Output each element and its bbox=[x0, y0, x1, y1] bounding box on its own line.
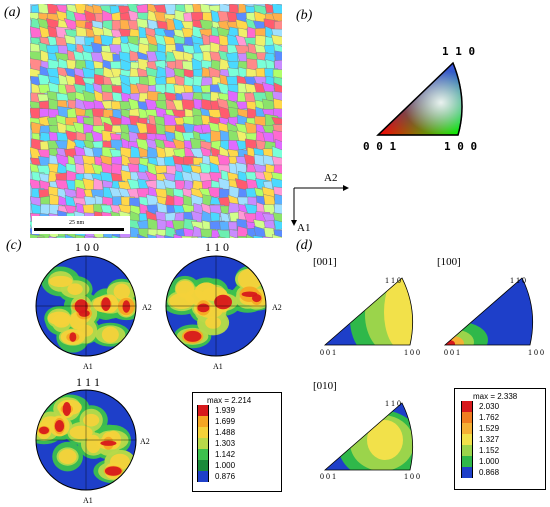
pf-100-a2: A2 bbox=[142, 303, 152, 312]
panel-c-label: (c) bbox=[6, 238, 22, 253]
legend-swatch bbox=[461, 412, 473, 423]
ipf-100-100: 1 0 0 bbox=[528, 348, 544, 357]
pf-111-title: 1 1 1 bbox=[76, 375, 100, 389]
pf-110-a2: A2 bbox=[272, 303, 282, 312]
ipf-color-key bbox=[376, 61, 463, 136]
legend-swatch bbox=[197, 427, 209, 438]
legend-d-max: max = 2.338 bbox=[473, 392, 518, 401]
pole-figure-111 bbox=[35, 389, 137, 491]
legend-row: 1.327 bbox=[461, 434, 499, 445]
ipf-001 bbox=[323, 277, 414, 346]
ipf-100-001: 0 0 1 bbox=[444, 348, 460, 357]
legend-swatch bbox=[197, 471, 209, 482]
ipf-001-100: 1 0 0 bbox=[404, 348, 420, 357]
pf-111-a1: A1 bbox=[83, 496, 93, 505]
legend-value: 0.876 bbox=[215, 472, 236, 481]
axis-a1-label: A1 bbox=[297, 222, 311, 234]
legend-value: 1.000 bbox=[215, 461, 236, 470]
legend-row: 1.699 bbox=[197, 416, 235, 427]
legend-swatch bbox=[461, 434, 473, 445]
ipf-100 bbox=[443, 277, 534, 346]
sample-axes bbox=[291, 185, 349, 226]
legend-c: max = 2.214 1.939 1.699 1.488 1.303 1.142 1.0… bbox=[192, 392, 282, 492]
ipf-010-title: [010] bbox=[313, 380, 337, 392]
legend-swatch bbox=[197, 449, 209, 460]
legend-row: 1.152 bbox=[461, 445, 499, 456]
panel-d-label: (d) bbox=[296, 238, 313, 253]
legend-value: 1.142 bbox=[215, 450, 236, 459]
legend-row: 1.303 bbox=[197, 438, 235, 449]
legend-value: 1.152 bbox=[479, 446, 500, 455]
legend-swatch bbox=[461, 401, 473, 412]
legend-row: 1.142 bbox=[197, 449, 235, 460]
legend-row: 1.000 bbox=[197, 460, 235, 471]
panel-a-label: (a) bbox=[4, 5, 21, 20]
ipf-010-110: 1 1 0 bbox=[385, 399, 401, 408]
legend-value: 1.699 bbox=[215, 417, 236, 426]
legend-swatch bbox=[461, 467, 473, 478]
legend-swatch bbox=[197, 416, 209, 427]
legend-row: 1.488 bbox=[197, 427, 235, 438]
legend-row: 1.939 bbox=[197, 405, 235, 416]
pf-100-title: 1 0 0 bbox=[75, 240, 99, 254]
scale-bar: 25 nm bbox=[34, 219, 164, 231]
panel-b-label: (b) bbox=[296, 8, 313, 23]
legend-row: 1.529 bbox=[461, 423, 499, 434]
legend-row: 1.000 bbox=[461, 456, 499, 467]
legend-d: max = 2.338 2.030 1.762 1.529 1.327 1.152 1.0… bbox=[454, 388, 546, 490]
pf-110-a1: A1 bbox=[213, 362, 223, 371]
legend-swatch bbox=[461, 423, 473, 434]
legend-c-max: max = 2.214 bbox=[207, 396, 252, 405]
legend-value: 1.529 bbox=[479, 424, 500, 433]
ipf-100-110: 1 1 0 bbox=[510, 276, 526, 285]
legend-row: 2.030 bbox=[461, 401, 499, 412]
legend-swatch bbox=[197, 405, 209, 416]
ipf-key-label-110: 1 1 0 bbox=[442, 45, 476, 58]
ipf-001-110: 1 1 0 bbox=[385, 276, 401, 285]
axis-a2-label: A2 bbox=[324, 172, 338, 184]
ipf-001-001: 0 0 1 bbox=[320, 348, 336, 357]
pf-100-a1: A1 bbox=[83, 362, 93, 371]
legend-swatch bbox=[197, 460, 209, 471]
legend-value: 1.000 bbox=[479, 457, 500, 466]
ipf-key-label-001: 0 0 1 bbox=[363, 140, 397, 153]
legend-row: 0.868 bbox=[461, 467, 499, 478]
ipf-010-001: 0 0 1 bbox=[320, 472, 336, 481]
legend-swatch bbox=[461, 445, 473, 456]
pf-110-title: 1 1 0 bbox=[205, 240, 229, 254]
ipf-100-title: [100] bbox=[437, 256, 461, 268]
legend-value: 1.303 bbox=[215, 439, 236, 448]
legend-value: 0.868 bbox=[479, 468, 500, 477]
legend-value: 1.762 bbox=[479, 413, 500, 422]
legend-row: 1.762 bbox=[461, 412, 499, 423]
ipf-010-100: 1 0 0 bbox=[404, 472, 420, 481]
legend-value: 1.488 bbox=[215, 428, 236, 437]
pole-figure-110 bbox=[165, 255, 267, 357]
ipf-001-title: [001] bbox=[313, 256, 337, 268]
legend-value: 1.327 bbox=[479, 435, 500, 444]
ipf-key-label-100: 1 0 0 bbox=[444, 140, 478, 153]
legend-row: 0.876 bbox=[197, 471, 235, 482]
legend-swatch bbox=[197, 438, 209, 449]
legend-value: 1.939 bbox=[215, 406, 236, 415]
pole-figure-100 bbox=[35, 255, 137, 357]
pf-111-a2: A2 bbox=[140, 437, 150, 446]
legend-swatch bbox=[461, 456, 473, 467]
ipf-010 bbox=[323, 402, 414, 471]
legend-value: 2.030 bbox=[479, 402, 500, 411]
ebsd-orientation-map bbox=[30, 4, 282, 238]
